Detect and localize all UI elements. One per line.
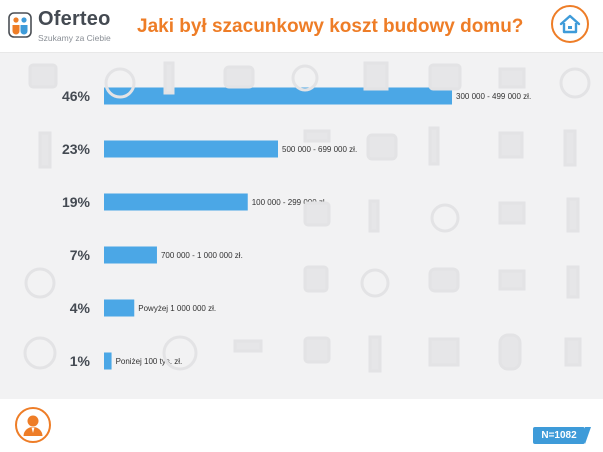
person-icon — [23, 415, 43, 436]
house-icon — [559, 14, 581, 34]
logo-name: Oferteo — [38, 8, 111, 30]
chart-area: 46% 300 000 - 499 000 zł. 23% 500 000 - 699… — [0, 53, 603, 399]
oferteo-logo[interactable]: Oferteo Szukamy za Ciebie — [8, 8, 126, 44]
header: Oferteo Szukamy za Ciebie Jaki był szacu… — [0, 0, 603, 52]
logo-tagline: Szukamy za Ciebie — [38, 33, 111, 43]
bar-category-label: Poniżej 100 tys. zł. — [116, 357, 183, 366]
bar-category-label: 100 000 - 299 000 zł. — [252, 198, 327, 207]
bar-value-label: 23% — [62, 141, 91, 157]
bar — [104, 246, 157, 264]
sample-size-badge: N=1082 — [533, 427, 591, 444]
header-divider — [0, 52, 603, 53]
home-button[interactable] — [551, 5, 589, 43]
bar-category-label: 700 000 - 1 000 000 zł. — [161, 251, 243, 260]
person-button[interactable] — [15, 407, 51, 443]
oferteo-logo-icon — [8, 12, 32, 38]
page-title: Jaki był szacunkowy koszt budowy domu? — [137, 16, 524, 37]
bar-value-label: 7% — [70, 247, 91, 263]
footer: N=1082 — [0, 399, 603, 452]
bar-category-label: Powyżej 1 000 000 zł. — [138, 304, 216, 313]
bar-value-label: 46% — [62, 88, 91, 104]
bar — [104, 87, 452, 105]
bar — [104, 140, 278, 158]
bar — [104, 352, 112, 370]
bar-chart: 46% 300 000 - 499 000 zł. 23% 500 000 - 699… — [62, 87, 531, 370]
bar-value-label: 19% — [62, 194, 91, 210]
bar — [104, 193, 248, 211]
tools-background-pattern — [23, 61, 591, 373]
bar-value-label: 1% — [70, 353, 91, 369]
bar-category-label: 500 000 - 699 000 zł. — [282, 145, 357, 154]
bar — [104, 299, 135, 317]
bar-value-label: 4% — [70, 300, 91, 316]
bar-category-label: 300 000 - 499 000 zł. — [456, 92, 531, 101]
